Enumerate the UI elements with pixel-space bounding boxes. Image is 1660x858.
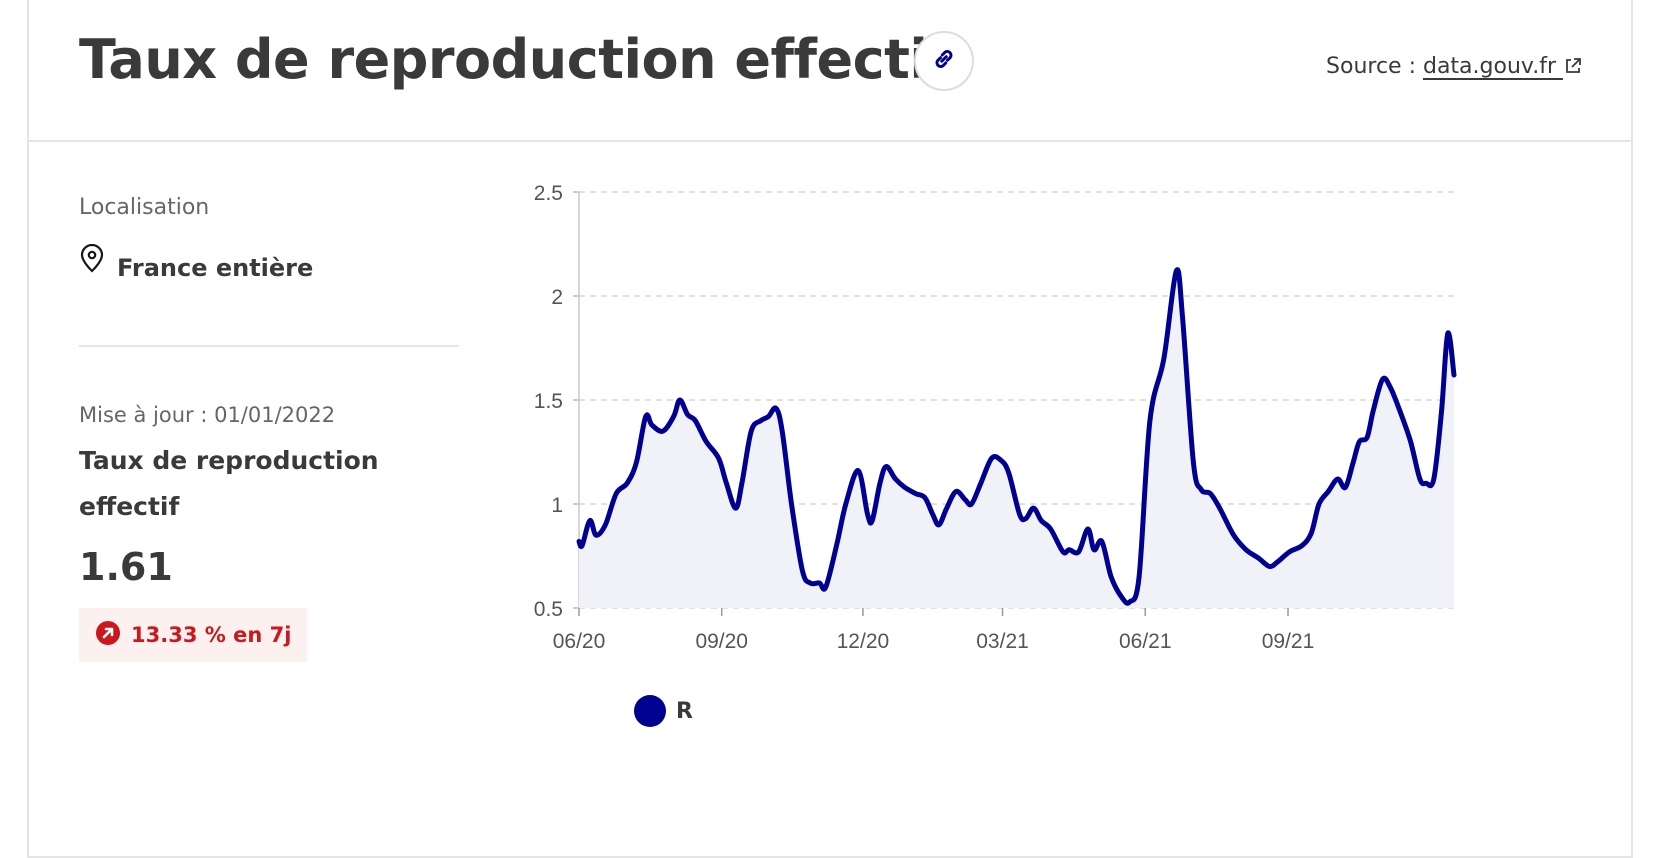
y-tick-label: 0.5 (534, 598, 563, 621)
link-icon (929, 44, 959, 78)
series-r-line (576, 267, 1457, 606)
y-tick-label: 2.5 (534, 182, 563, 205)
external-link-icon (1563, 54, 1583, 79)
indicator-value: 1.61 (79, 545, 173, 589)
page-title: Taux de reproduction effectif (79, 28, 951, 91)
legend-swatch (634, 695, 666, 727)
legend-label: R (676, 698, 693, 724)
y-tick-label: 2 (551, 286, 563, 309)
trend-text: 13.33 % en 7j (131, 623, 292, 647)
trend-badge: 13.33 % en 7j (79, 608, 308, 662)
card-header: Taux de reproduction effectif Source : d… (29, 0, 1631, 142)
copy-link-button[interactable] (914, 31, 974, 91)
source-link[interactable]: data.gouv.fr (1423, 54, 1583, 79)
indicator-card: Taux de reproduction effectif Source : d… (27, 0, 1633, 858)
x-tick-label: 12/20 (837, 630, 890, 653)
x-tick-label: 03/21 (976, 630, 1029, 653)
source-link-text: data.gouv.fr (1422, 54, 1556, 79)
x-tick-label: 06/21 (1119, 630, 1172, 653)
source: Source : data.gouv.fr (1326, 54, 1583, 79)
series-r-area (579, 269, 1454, 608)
location-value: France entière (117, 254, 314, 282)
x-tick-label: 09/20 (695, 630, 748, 653)
r-line-chart: 0.5 1 1.5 2 2.5 06/20 09/20 12/20 03/21 06/21 09/2… (534, 182, 1457, 653)
update-date: Mise à jour : 01/01/2022 (79, 403, 336, 427)
indicator-title: Taux de reproduction effectif (79, 446, 379, 521)
y-tick-label: 1 (551, 494, 563, 517)
location-label: Localisation (79, 195, 210, 220)
x-tick-label: 06/20 (553, 630, 606, 653)
map-pin-icon (79, 243, 105, 278)
location-row: France entière (79, 240, 313, 282)
source-label: Source : (1326, 54, 1416, 79)
x-tick-label: 09/21 (1262, 630, 1315, 653)
divider (79, 345, 459, 347)
arrow-up-right-icon (95, 620, 121, 650)
y-tick-label: 1.5 (534, 390, 563, 413)
chart-legend: R (634, 695, 693, 727)
